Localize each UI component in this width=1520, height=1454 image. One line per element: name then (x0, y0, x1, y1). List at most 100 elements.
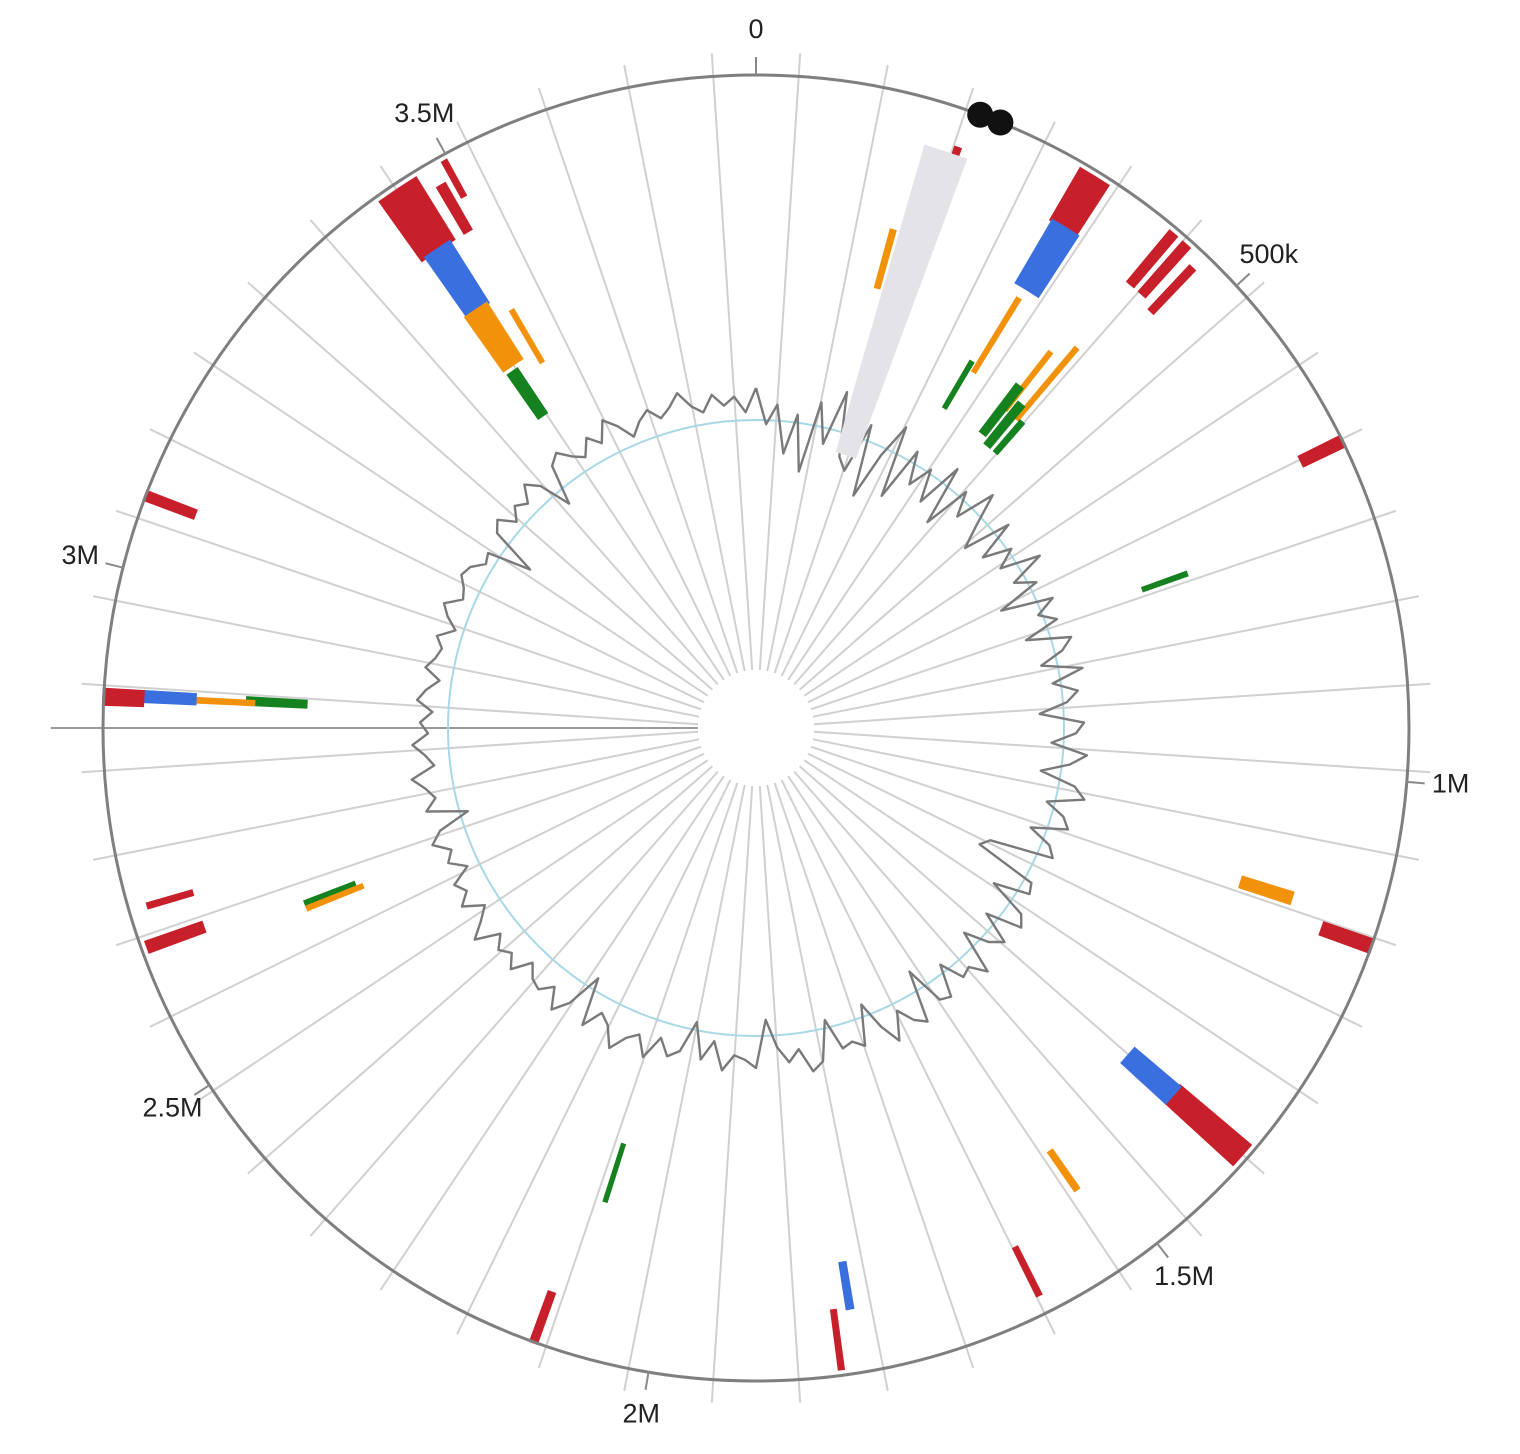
spoke-line (807, 428, 1363, 704)
spoke-line (787, 165, 1133, 681)
spoke-line (456, 779, 732, 1335)
spoke-line (92, 738, 700, 861)
feature-red (829, 1308, 846, 1371)
spoke-line (766, 64, 889, 672)
feature-red (1125, 229, 1179, 289)
spoke-line (810, 745, 1397, 947)
tick-label: 0 (748, 14, 763, 44)
spoke-line (803, 351, 1319, 697)
spoke-line (193, 351, 709, 697)
feature-blue (141, 689, 198, 706)
feature-green (941, 359, 975, 410)
tick-label: 3M (62, 540, 100, 570)
spoke-line (793, 770, 1203, 1237)
feature-red (1147, 264, 1197, 316)
feature-green (992, 419, 1026, 456)
spoke-line (766, 784, 889, 1392)
feature-orange (508, 308, 546, 365)
spoke-line (115, 509, 702, 711)
tick-label: 2.5M (142, 1092, 202, 1122)
feature-red (1137, 240, 1192, 299)
feature-orange (463, 301, 524, 373)
feature-red (142, 489, 198, 520)
tick-label: 500k (1240, 239, 1299, 269)
spoke-line (780, 121, 1056, 677)
spoke-line (115, 745, 702, 947)
gc-line (410, 387, 1089, 1073)
tick-label: 1M (1432, 769, 1470, 799)
tick-mark (1406, 780, 1425, 785)
feature-orange (1046, 1148, 1081, 1193)
spoke-line (537, 87, 739, 674)
center-hub (700, 672, 812, 784)
feature-red (1297, 434, 1348, 468)
feature-red (1011, 1245, 1043, 1298)
feature-tracks (101, 144, 1376, 1371)
feature-red (440, 158, 468, 199)
spoke-line (379, 775, 725, 1291)
spoke-line (193, 759, 709, 1105)
spoke-line (537, 782, 739, 1369)
spoke-line (247, 765, 714, 1175)
origin-marker (987, 109, 1014, 136)
origin-marker (967, 101, 994, 128)
spoke-line (813, 730, 1431, 774)
feature-green (983, 400, 1026, 450)
position-tick-labels: 0 500k 1M 1.5M 2M 2.5M 3M 3.5M (62, 14, 1470, 1429)
tick-mark (435, 137, 447, 155)
feature-green (506, 367, 549, 421)
spoke-lines (50, 53, 1431, 1403)
gc-baseline-circle (447, 419, 1065, 1037)
spoke-line (92, 595, 700, 718)
spoke-line (81, 682, 699, 726)
feature-green (1140, 570, 1189, 593)
spoke-line (773, 782, 975, 1369)
tick-mark (644, 1371, 650, 1391)
tick-label: 1.5M (1154, 1261, 1214, 1291)
feature-blue (838, 1260, 855, 1311)
feature-orange (1237, 875, 1295, 906)
feature-blue (1014, 218, 1080, 299)
spoke-line (798, 281, 1265, 691)
spoke-line (309, 770, 719, 1237)
spoke-line (813, 682, 1431, 726)
spoke-line (247, 281, 714, 691)
tick-label: 3.5M (394, 98, 454, 128)
feature-red (101, 687, 145, 708)
spoke-line (812, 595, 1420, 718)
feature-orange (193, 696, 256, 707)
spoke-line (710, 785, 754, 1403)
tick-mark (193, 1084, 210, 1096)
feature-red (435, 181, 473, 235)
feature-orange (873, 228, 897, 290)
tick-mark (1235, 272, 1251, 287)
feature-red (1318, 921, 1376, 955)
spoke-line (807, 752, 1363, 1028)
spoke-line (812, 738, 1420, 861)
tick-label: 2M (623, 1399, 661, 1429)
spoke-line (710, 53, 754, 671)
feature-green (978, 382, 1024, 438)
feature-orange (970, 296, 1022, 375)
spoke-line (780, 779, 1056, 1335)
feature-red (1163, 1083, 1253, 1167)
spoke-line (758, 785, 802, 1403)
gc-skew-track (410, 387, 1089, 1073)
spoke-line (623, 64, 746, 672)
feature-red (145, 889, 195, 910)
origin-markers (967, 101, 1014, 136)
spoke-line (81, 730, 699, 774)
spoke-line (810, 509, 1397, 711)
feature-orange (1014, 345, 1080, 422)
spoke-line (623, 784, 746, 1392)
tick-mark (1156, 1242, 1169, 1259)
spoke-line (787, 775, 1133, 1291)
feature-green (245, 696, 308, 709)
feature-orange (305, 882, 365, 912)
feature-blue (1120, 1046, 1182, 1105)
feature-green (602, 1142, 627, 1204)
highlight-wedge (835, 144, 968, 459)
tick-mark (105, 562, 124, 569)
feature-blue (423, 239, 491, 319)
